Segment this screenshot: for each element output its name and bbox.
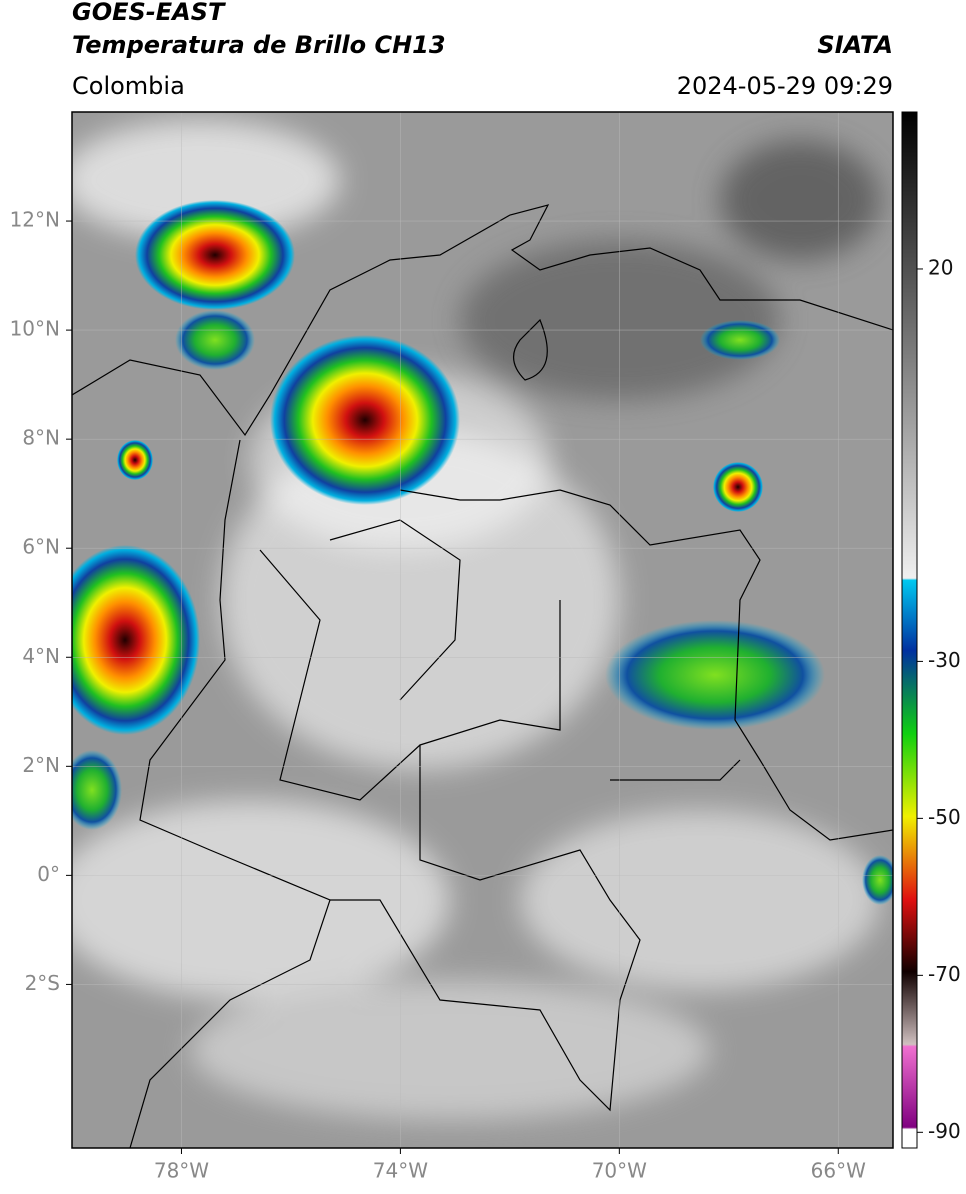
map-frame [71,111,894,1149]
y-tick-label: 6°N [22,535,60,559]
datetime: 2024-05-29 09:29 [677,72,893,100]
y-tick-label: 12°N [10,208,60,232]
region: Colombia [72,72,185,100]
colorbar-tick-label: -70 [928,962,961,986]
title: GOES-EAST [72,0,226,26]
x-tick-label: 74°W [373,1159,428,1183]
x-tick-label: 78°W [154,1159,209,1183]
colorbar-tick-label: -90 [928,1119,961,1143]
x-tick-label: 66°W [811,1159,866,1183]
colorbar [901,111,918,1149]
y-tick-label: 4°N [22,644,60,668]
colorbar-tick-label: 20 [928,255,953,279]
satellite-image [72,112,893,1148]
x-tick-label: 70°W [592,1159,647,1183]
grid [72,112,893,1148]
y-tick-label: 8°N [22,426,60,450]
subtitle: Temperatura de Brillo CH13 [72,31,446,59]
y-tick-label: 10°N [10,317,60,341]
y-tick-label: 2°N [22,753,60,777]
colorbar-tick-label: -30 [928,648,961,672]
colorbar-tick-label: -50 [928,805,961,829]
source: SIATA [817,31,893,59]
y-tick-label: 0° [37,862,60,886]
y-tick-label: 2°S [25,971,60,995]
